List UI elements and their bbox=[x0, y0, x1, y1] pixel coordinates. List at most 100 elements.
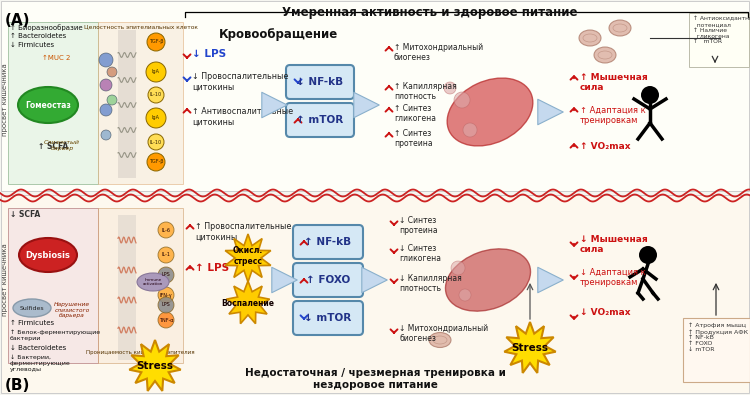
Text: LPS: LPS bbox=[162, 303, 170, 307]
Text: Проницаемость кишечного эпителия: Проницаемость кишечного эпителия bbox=[86, 350, 195, 355]
Text: IgA: IgA bbox=[152, 70, 160, 75]
Circle shape bbox=[158, 287, 174, 303]
Text: ↓ LPS: ↓ LPS bbox=[192, 49, 226, 59]
Text: LPS: LPS bbox=[162, 273, 170, 278]
Circle shape bbox=[158, 267, 174, 283]
Text: ↓ Бактерии,
ферментирующие
углеводы: ↓ Бактерии, ферментирующие углеводы bbox=[10, 355, 70, 372]
Circle shape bbox=[459, 289, 471, 301]
Text: ↑ Белок-ферментирующие
бактерии: ↑ Белок-ферментирующие бактерии bbox=[10, 330, 101, 341]
Text: ↓ Мышечная
сила: ↓ Мышечная сила bbox=[580, 235, 648, 254]
Circle shape bbox=[100, 79, 112, 91]
Circle shape bbox=[451, 261, 465, 275]
Text: Окисл.
стресс: Окисл. стресс bbox=[232, 246, 263, 266]
Circle shape bbox=[158, 247, 174, 263]
Text: ↓ Синтез
протеина: ↓ Синтез протеина bbox=[399, 216, 438, 235]
Text: IL-10: IL-10 bbox=[150, 92, 162, 98]
Text: ↑MUC 2: ↑MUC 2 bbox=[42, 55, 70, 61]
Text: ↑ Синтез
протеина: ↑ Синтез протеина bbox=[394, 129, 433, 149]
Circle shape bbox=[107, 95, 117, 105]
Circle shape bbox=[158, 312, 174, 328]
Circle shape bbox=[158, 222, 174, 238]
Circle shape bbox=[99, 53, 113, 67]
FancyBboxPatch shape bbox=[1, 1, 749, 191]
Circle shape bbox=[147, 33, 165, 51]
Polygon shape bbox=[129, 340, 181, 391]
FancyBboxPatch shape bbox=[293, 263, 363, 297]
Ellipse shape bbox=[609, 20, 631, 36]
Text: Умеренная активность и здоровое питание: Умеренная активность и здоровое питание bbox=[282, 6, 578, 19]
Circle shape bbox=[158, 297, 174, 313]
FancyBboxPatch shape bbox=[293, 225, 363, 259]
FancyBboxPatch shape bbox=[8, 22, 98, 184]
Polygon shape bbox=[504, 322, 556, 373]
Text: ↑ Firmicutes: ↑ Firmicutes bbox=[10, 320, 54, 326]
Text: Недостаточная / чрезмерная тренировка и
нездоровое питание: Недостаточная / чрезмерная тренировка и … bbox=[244, 368, 506, 389]
FancyBboxPatch shape bbox=[98, 22, 183, 184]
Text: IgA: IgA bbox=[152, 115, 160, 120]
Text: ↑ Адаптация к
тренировкам: ↑ Адаптация к тренировкам bbox=[580, 106, 646, 125]
FancyBboxPatch shape bbox=[286, 103, 354, 137]
Ellipse shape bbox=[429, 333, 451, 348]
Text: ↓ Капиллярная
плотность: ↓ Капиллярная плотность bbox=[399, 274, 462, 293]
FancyBboxPatch shape bbox=[118, 30, 136, 178]
Polygon shape bbox=[226, 281, 270, 324]
Text: ↑ Антивоспалительные
цитокины: ↑ Антивоспалительные цитокины bbox=[192, 107, 293, 126]
Ellipse shape bbox=[447, 78, 532, 146]
Polygon shape bbox=[225, 234, 271, 282]
Text: TNF-α: TNF-α bbox=[159, 318, 173, 322]
Text: Sulfides: Sulfides bbox=[20, 305, 44, 310]
Text: Stress: Stress bbox=[136, 361, 173, 371]
FancyBboxPatch shape bbox=[293, 301, 363, 335]
Text: ↑ mTOR: ↑ mTOR bbox=[296, 115, 344, 125]
Ellipse shape bbox=[446, 249, 530, 311]
Text: Воспаление: Воспаление bbox=[221, 299, 274, 307]
Text: ↓ Митохондриальный
биогенез: ↓ Митохондриальный биогенез bbox=[399, 324, 488, 343]
Text: TGF-β: TGF-β bbox=[148, 40, 164, 45]
FancyBboxPatch shape bbox=[683, 318, 750, 382]
Text: ↓ Адаптация к
тренировкам: ↓ Адаптация к тренировкам bbox=[580, 268, 646, 288]
FancyBboxPatch shape bbox=[118, 215, 136, 360]
Text: ↓ Bacteroidetes: ↓ Bacteroidetes bbox=[10, 345, 66, 351]
Text: ↑ Провоспалительные
цитокины: ↑ Провоспалительные цитокины bbox=[195, 222, 291, 241]
Text: ↑ Bacteroidetes: ↑ Bacteroidetes bbox=[10, 33, 66, 39]
Text: ↓ mTOR: ↓ mTOR bbox=[304, 313, 352, 323]
Text: IL-1: IL-1 bbox=[161, 252, 170, 258]
Text: ↑ Биоразнообразие: ↑ Биоразнообразие bbox=[10, 24, 82, 31]
Text: TGF-β: TGF-β bbox=[148, 160, 164, 164]
Text: просвет кишечника: просвет кишечника bbox=[2, 244, 8, 316]
Text: (A): (A) bbox=[5, 13, 31, 28]
Text: IFN-γ: IFN-γ bbox=[160, 293, 172, 297]
Text: ↓ Firmicutes: ↓ Firmicutes bbox=[10, 42, 54, 48]
Circle shape bbox=[101, 130, 111, 140]
Text: IL-10: IL-10 bbox=[150, 139, 162, 145]
Text: ↓ VO₂max: ↓ VO₂max bbox=[580, 308, 631, 317]
FancyBboxPatch shape bbox=[689, 13, 749, 67]
Text: ↑ Атрофия мышц
↑ Продукция АФК
↑ NF-kB
↑ FOXO
↓ mTOR: ↑ Атрофия мышц ↑ Продукция АФК ↑ NF-kB ↑… bbox=[688, 323, 748, 352]
Text: Слизистый
барьер: Слизистый барьер bbox=[44, 140, 80, 151]
Text: IL-6: IL-6 bbox=[161, 228, 170, 233]
Circle shape bbox=[146, 62, 166, 82]
Circle shape bbox=[148, 87, 164, 103]
Text: ↓ SCFA: ↓ SCFA bbox=[10, 210, 40, 219]
Text: ↓ Синтез
гликогена: ↓ Синтез гликогена bbox=[399, 244, 441, 263]
Text: Гомеостаз: Гомеостаз bbox=[25, 100, 71, 109]
Text: просвет кишечника: просвет кишечника bbox=[2, 64, 8, 136]
Text: ↑ VO₂max: ↑ VO₂max bbox=[580, 142, 631, 151]
Text: Dysbiosis: Dysbiosis bbox=[26, 250, 70, 260]
Ellipse shape bbox=[19, 238, 77, 272]
Circle shape bbox=[641, 86, 659, 104]
Text: ↑ FOXO: ↑ FOXO bbox=[306, 275, 350, 285]
Text: (B): (B) bbox=[5, 378, 30, 393]
Text: Целостность эпителиальных клеток: Целостность эпителиальных клеток bbox=[83, 24, 197, 29]
Text: ↑ Митохондриальный
биогенез: ↑ Митохондриальный биогенез bbox=[394, 43, 483, 62]
Circle shape bbox=[147, 153, 165, 171]
FancyBboxPatch shape bbox=[98, 208, 183, 363]
FancyBboxPatch shape bbox=[1, 195, 749, 393]
FancyBboxPatch shape bbox=[286, 65, 354, 99]
Text: ↑ LPS: ↑ LPS bbox=[195, 263, 230, 273]
Ellipse shape bbox=[18, 87, 78, 123]
Text: ↑ Синтез
гликогена: ↑ Синтез гликогена bbox=[394, 104, 436, 123]
FancyBboxPatch shape bbox=[8, 208, 98, 363]
Text: ↑ Мышечная
сила: ↑ Мышечная сила bbox=[580, 73, 648, 92]
Text: Immune
activation: Immune activation bbox=[142, 278, 164, 286]
